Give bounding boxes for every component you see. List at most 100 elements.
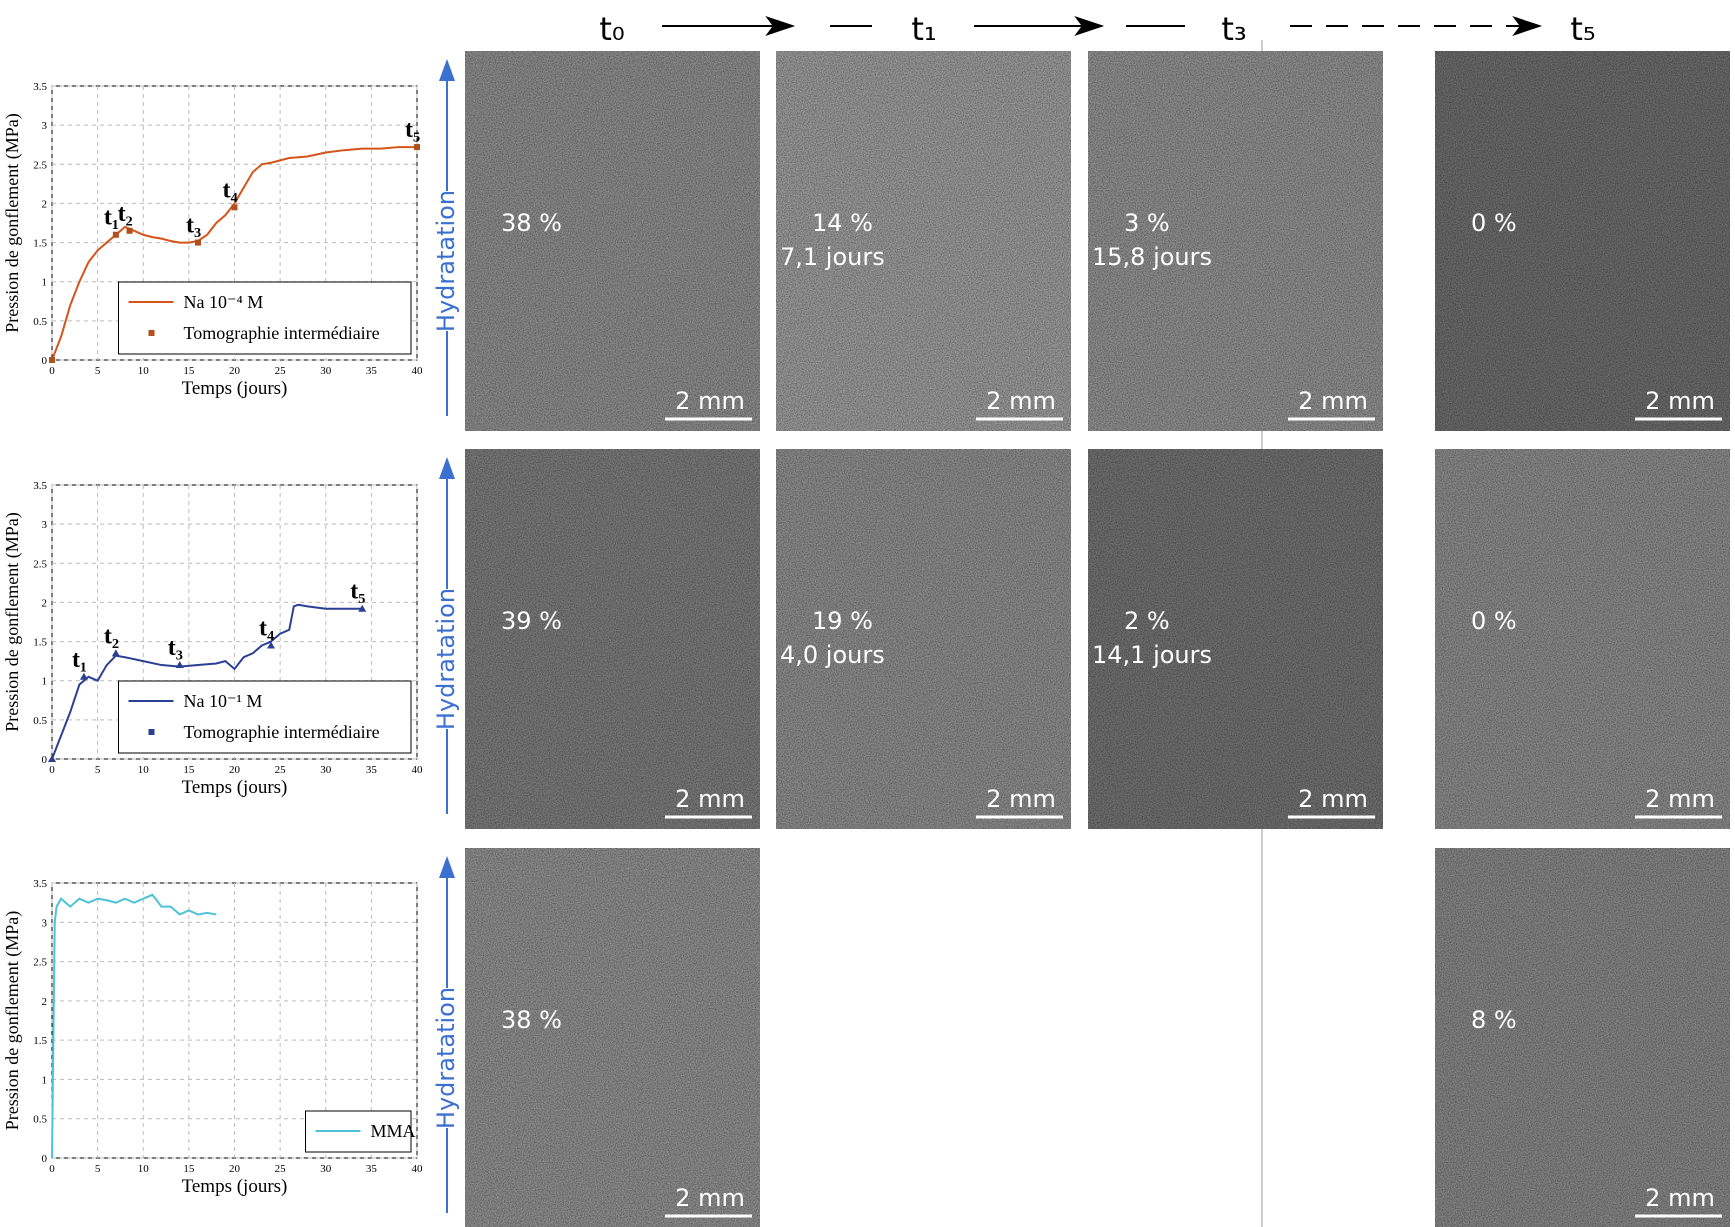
hydration-label: Hydratation (432, 987, 460, 1129)
image-texture (1435, 449, 1730, 829)
legend (118, 680, 412, 754)
label-bg (432, 988, 462, 1128)
x-tick-label: 30 (320, 1163, 332, 1175)
hydration-label: Hydratation (432, 588, 460, 730)
y-tick-label: 1 (42, 277, 48, 289)
image-texture (776, 51, 1071, 431)
porosity-label: 14 % (812, 209, 873, 237)
legend-label: Tomographie intermédiaire (184, 722, 380, 742)
annotation: t₁ (104, 205, 119, 231)
porosity-label: 39 % (501, 607, 562, 635)
y-tick-label: 3.5 (33, 480, 47, 492)
legend-label: Na 10⁻¹ M (184, 691, 263, 711)
scale-label: 2 mm (675, 387, 745, 415)
y-tick-label: 2.5 (33, 558, 47, 570)
y-tick-label: 0 (42, 1153, 48, 1165)
y-tick-label: 1.5 (33, 238, 47, 250)
porosity-label: 38 % (501, 1006, 562, 1034)
hydration-arrowhead (439, 457, 455, 479)
x-tick-label: 15 (183, 764, 195, 776)
legend-swatch (148, 729, 155, 735)
y-tick-label: 3 (42, 917, 48, 929)
scale-label: 2 mm (986, 785, 1056, 813)
x-tick-label: 10 (138, 1163, 150, 1175)
x-tick-label: 5 (95, 365, 101, 377)
annotation: t₄ (223, 177, 238, 203)
marker (126, 227, 133, 234)
x-tick-label: 0 (49, 1163, 55, 1175)
duration-label: 4,0 jours (780, 641, 885, 669)
x-tick-label: 0 (49, 764, 55, 776)
annotation: t₃ (186, 213, 201, 239)
data-line (51, 603, 363, 760)
porosity-label: 2 % (1124, 607, 1170, 635)
porosity-label: 0 % (1471, 209, 1517, 237)
y-tick-label: 2 (42, 597, 48, 609)
scale-label: 2 mm (1298, 387, 1368, 415)
legend-label: Na 10⁻⁴ M (184, 292, 264, 312)
x-axis-label: Temps (jours) (182, 777, 288, 798)
marker (358, 604, 367, 612)
y-axis-label: Pression de gonflement (MPa) (2, 512, 23, 731)
y-tick-label: 2 (42, 198, 48, 210)
y-tick-label: 0.5 (33, 1114, 47, 1126)
marker (112, 231, 119, 238)
x-tick-label: 5 (95, 764, 101, 776)
x-tick-label: 15 (183, 365, 195, 377)
annotation: t₃ (168, 635, 183, 661)
legend-swatch (148, 330, 155, 336)
time-label: t₀ (599, 10, 624, 48)
x-tick-label: 30 (320, 365, 332, 377)
images: Hydratation 38 % 2 mm 14 % 7,1 jours 2 mm 3 % 1… (432, 51, 1730, 1227)
annotation: t₅ (405, 117, 420, 143)
marker (49, 357, 55, 363)
y-tick-label: 0.5 (33, 715, 47, 727)
marker (414, 144, 420, 151)
x-tick-label: 10 (138, 365, 150, 377)
x-tick-label: 20 (229, 1163, 241, 1175)
image-texture (465, 848, 760, 1227)
marker (195, 239, 201, 246)
x-tick-label: 20 (229, 365, 241, 377)
x-tick-label: 25 (275, 764, 287, 776)
x-tick-label: 40 (412, 764, 424, 776)
annotation: t₂ (118, 201, 133, 227)
scale-label: 2 mm (986, 387, 1056, 415)
label-bg (432, 191, 462, 331)
annotation: t₅ (350, 579, 365, 605)
image-texture (776, 449, 1071, 829)
hydration-arrowhead (439, 856, 455, 878)
marker (175, 661, 184, 669)
scale-label: 2 mm (1645, 785, 1715, 813)
y-tick-label: 0 (42, 355, 48, 367)
y-axis-label: Pression de gonflement (MPa) (2, 113, 23, 332)
legend (118, 281, 412, 355)
annotation: t₂ (104, 623, 119, 649)
y-tick-label: 3.5 (33, 878, 47, 890)
x-tick-label: 10 (138, 764, 150, 776)
duration-label: 14,1 jours (1092, 641, 1212, 669)
marker (231, 204, 238, 211)
y-tick-label: 3.5 (33, 81, 47, 93)
hydration-label: Hydratation (432, 190, 460, 332)
x-tick-label: 35 (366, 764, 378, 776)
x-axis-label: Temps (jours) (182, 1176, 288, 1197)
image-texture (465, 51, 760, 431)
x-axis-label: Temps (jours) (182, 378, 288, 399)
y-tick-label: 1.5 (33, 637, 47, 649)
duration-label: 15,8 jours (1092, 243, 1212, 271)
data-line (51, 893, 217, 1159)
legend-label: Tomographie intermédiaire (184, 323, 380, 343)
y-tick-label: 0 (42, 754, 48, 766)
image-texture (1088, 449, 1383, 829)
image-texture (1088, 51, 1383, 431)
x-tick-label: 15 (183, 1163, 195, 1175)
x-tick-label: 35 (366, 1163, 378, 1175)
scale-label: 2 mm (1645, 387, 1715, 415)
legend-label: MMA (371, 1121, 416, 1141)
label-bg (432, 589, 462, 729)
data-line (51, 146, 417, 361)
marker (48, 755, 56, 762)
porosity-label: 38 % (501, 209, 562, 237)
